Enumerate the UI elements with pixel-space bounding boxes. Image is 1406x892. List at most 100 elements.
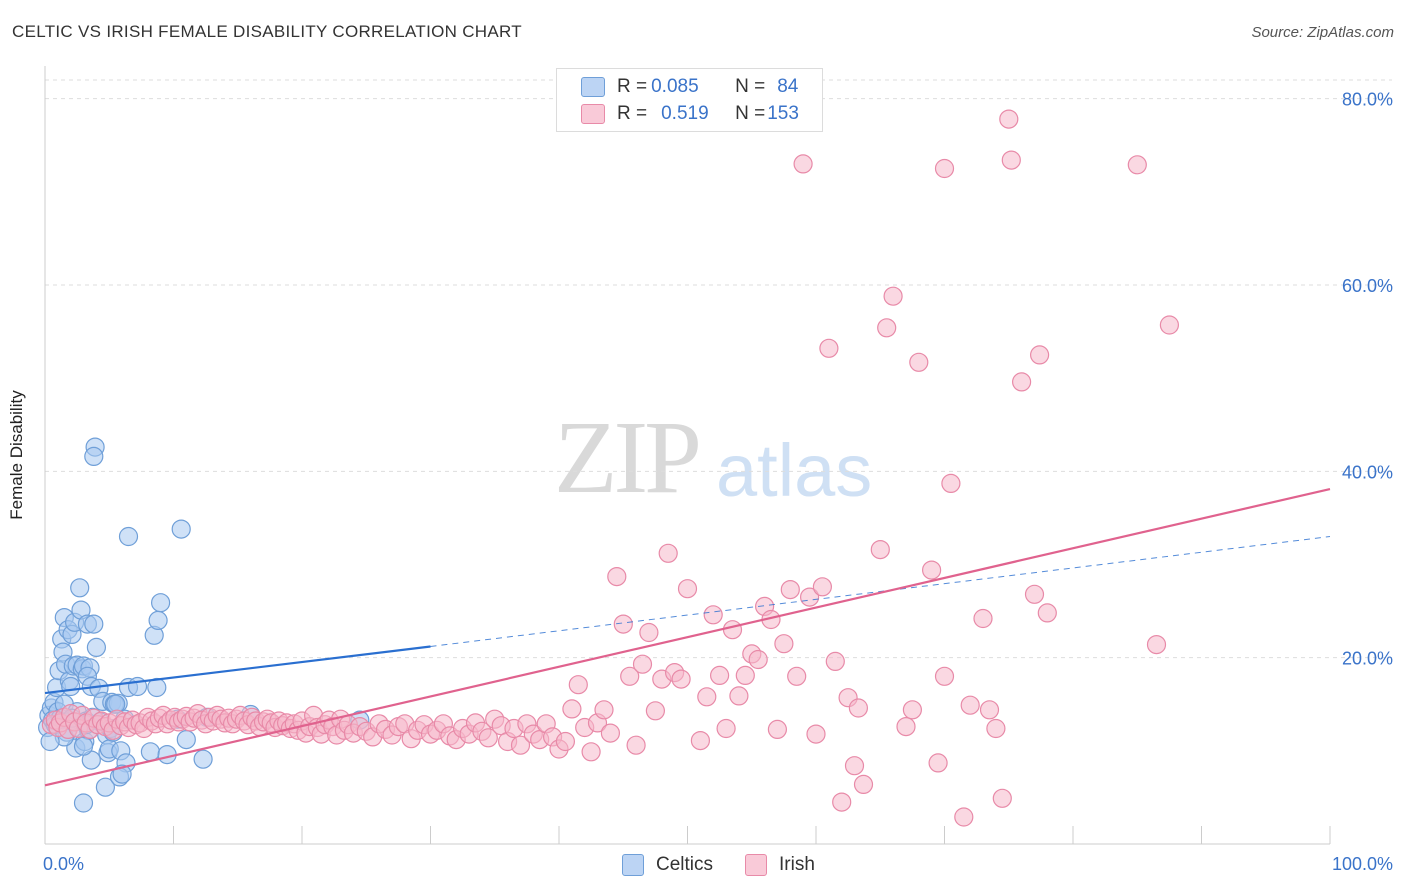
celtics-point — [148, 610, 168, 631]
celtics-n-value: 84 — [777, 76, 799, 97]
celtics-point — [140, 742, 160, 762]
irish-point — [594, 700, 614, 720]
irish-point — [787, 666, 807, 686]
y-axis-label: Female Disability — [7, 390, 26, 520]
irish-point — [735, 665, 755, 686]
irish-point — [973, 608, 993, 629]
celtics-points — [37, 437, 370, 813]
celtics-n-label: N = — [735, 76, 766, 97]
x-tick-label: 100.0% — [1332, 854, 1393, 874]
irish-r-label: R = — [617, 103, 648, 124]
irish-point — [658, 543, 678, 563]
y-tick-label: 80.0% — [1342, 90, 1393, 110]
celtics-r-value: 0.085 — [651, 76, 699, 97]
irish-point — [1127, 155, 1147, 175]
irish-point — [934, 158, 955, 179]
irish-point — [883, 286, 903, 306]
irish-point — [645, 701, 666, 721]
irish-point — [928, 753, 948, 773]
irish-point — [896, 716, 916, 737]
irish-point — [555, 731, 576, 752]
irish-points — [41, 109, 1180, 827]
celtics-point — [193, 749, 213, 769]
celtics-legend-label: Celtics — [656, 854, 714, 875]
irish-n-value: 153 — [767, 103, 799, 124]
irish-point — [632, 654, 653, 674]
chart-title: CELTIC VS IRISH FEMALE DISABILITY CORREL… — [12, 22, 522, 41]
irish-point — [620, 666, 640, 686]
irish-point — [1011, 372, 1032, 392]
irish-point — [729, 686, 749, 706]
irish-point — [812, 577, 833, 597]
irish-point — [979, 700, 1000, 720]
celtics-point — [118, 526, 139, 547]
irish-point — [793, 154, 813, 174]
irish-point — [607, 566, 627, 587]
celtics-legend-swatch — [622, 854, 644, 876]
irish-point — [613, 614, 633, 634]
irish-point — [677, 579, 698, 599]
celtics-point — [73, 736, 94, 756]
irish-point — [960, 695, 980, 715]
celtics-point — [73, 793, 94, 813]
irish-point — [581, 742, 601, 762]
irish-legend-label: Irish — [779, 854, 815, 875]
bottom-legend-celtics[interactable]: Celtics — [622, 852, 713, 878]
celtics-point — [95, 777, 116, 797]
irish-point — [806, 724, 826, 744]
irish-point — [999, 109, 1019, 129]
celtics-point — [171, 519, 191, 539]
irish-n-label: N = — [735, 103, 766, 124]
irish-point — [1037, 603, 1057, 623]
legend-row-irish: R = 0.519 N = 153 — [581, 102, 799, 126]
irish-point — [697, 687, 717, 707]
irish-point — [992, 788, 1012, 808]
irish-point — [709, 665, 730, 686]
irish-point — [774, 634, 794, 654]
irish-point — [562, 699, 582, 719]
irish-point — [1146, 634, 1167, 655]
trend-lines — [44, 487, 1331, 787]
irish-point — [1159, 315, 1180, 335]
irish-point — [877, 318, 897, 338]
bottom-legend-irish[interactable]: Irish — [745, 852, 815, 878]
irish-point — [1024, 584, 1045, 604]
watermark-zip: ZIP — [554, 400, 702, 515]
irish-point — [848, 698, 869, 718]
irish-point — [870, 539, 890, 560]
celtics-point — [61, 676, 81, 697]
irish-point — [626, 735, 646, 755]
celtics-swatch — [581, 77, 605, 97]
celtics-point — [86, 637, 107, 658]
irish-point — [1029, 345, 1050, 365]
celtics-trend-extension — [430, 536, 1331, 647]
correlation-legend: R = 0.085 N = 84 R = 0.519 N = 153 — [556, 68, 823, 132]
irish-point — [853, 774, 874, 795]
tick-labels: 20.0% 40.0% 60.0% 80.0% 0.0% 100.0% — [43, 90, 1393, 874]
irish-point — [941, 473, 961, 493]
celtics-point — [84, 614, 104, 634]
celtics-point — [70, 578, 90, 598]
irish-point — [832, 792, 852, 812]
irish-point — [767, 719, 788, 740]
irish-point — [722, 620, 743, 640]
irish-trend-line — [44, 487, 1331, 787]
watermark-atlas: atlas — [716, 429, 873, 512]
irish-point — [510, 735, 531, 755]
irish-point — [568, 675, 588, 695]
irish-point — [799, 587, 820, 607]
irish-point — [844, 756, 865, 776]
irish-point — [716, 718, 736, 739]
irish-point — [934, 666, 955, 686]
irish-point — [671, 669, 691, 689]
irish-point — [986, 718, 1006, 739]
irish-swatch — [581, 104, 605, 124]
irish-point — [780, 579, 800, 600]
irish-point — [954, 807, 974, 827]
legend-row-celtics: R = 0.085 N = 84 — [581, 75, 798, 99]
y-tick-label: 40.0% — [1342, 462, 1393, 482]
irish-point — [819, 338, 839, 358]
irish-point — [748, 649, 768, 670]
y-tick-label: 20.0% — [1342, 649, 1393, 669]
grid-lines — [45, 79, 1392, 659]
